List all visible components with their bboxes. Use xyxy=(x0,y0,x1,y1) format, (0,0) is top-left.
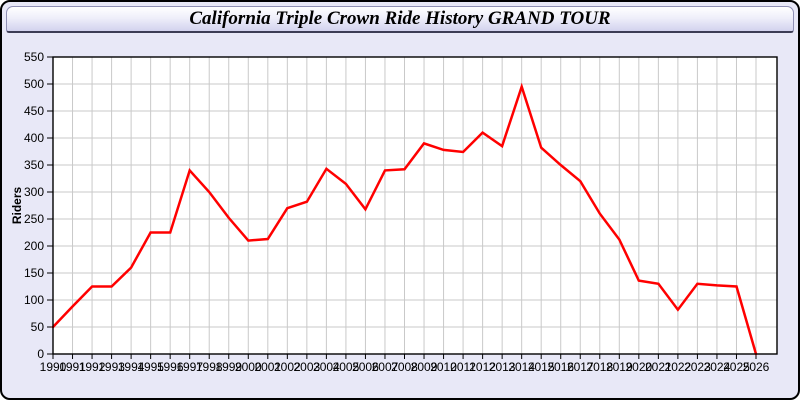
x-tick-label: 2016 xyxy=(547,360,574,374)
chart-title: California Triple Crown Ride History GRA… xyxy=(189,8,611,29)
y-tick-label: 500 xyxy=(24,77,44,91)
x-tick-label: 1995 xyxy=(137,360,164,374)
x-tick-label: 2015 xyxy=(528,360,555,374)
x-tick-label: 2021 xyxy=(645,360,672,374)
y-tick-label: 300 xyxy=(24,185,44,199)
y-tick-label: 350 xyxy=(24,158,44,172)
x-tick-label: 2003 xyxy=(294,360,321,374)
y-tick-label: 0 xyxy=(37,347,44,361)
x-tick-label: 2024 xyxy=(704,360,731,374)
x-tick-label: 2001 xyxy=(254,360,281,374)
y-tick-label: 400 xyxy=(24,131,44,145)
y-axis-title: Riders xyxy=(10,187,24,225)
x-tick-label: 2007 xyxy=(372,360,399,374)
x-tick-label: 2020 xyxy=(625,360,652,374)
x-tick-label: 2005 xyxy=(333,360,360,374)
x-tick-label: 1994 xyxy=(118,360,145,374)
x-tick-label: 2006 xyxy=(352,360,379,374)
grid-lines xyxy=(53,57,777,354)
x-tick-label: 1992 xyxy=(79,360,106,374)
y-tick-label: 550 xyxy=(24,50,44,64)
x-tick-label: 2008 xyxy=(391,360,418,374)
y-tick-label: 450 xyxy=(24,104,44,118)
x-tick-label: 2022 xyxy=(665,360,692,374)
x-tick-label: 2002 xyxy=(274,360,301,374)
x-tick-label: 1993 xyxy=(98,360,125,374)
x-tick-label: 2014 xyxy=(508,360,535,374)
x-tick-label: 1991 xyxy=(59,360,86,374)
y-tick-label: 250 xyxy=(24,212,44,226)
x-tick-label: 2019 xyxy=(606,360,633,374)
x-tick-label: 1990 xyxy=(40,360,67,374)
x-tick-label: 2018 xyxy=(586,360,613,374)
x-tick-label: 2023 xyxy=(684,360,711,374)
x-tick-label: 1999 xyxy=(215,360,242,374)
plot-border xyxy=(52,56,778,355)
y-tick-label: 150 xyxy=(24,266,44,280)
x-tick-label: 2013 xyxy=(489,360,516,374)
plot-background xyxy=(53,57,777,354)
y-tick-label: 50 xyxy=(31,320,45,334)
title-bar: California Triple Crown Ride History GRA… xyxy=(6,6,794,33)
x-tick-label: 2000 xyxy=(235,360,262,374)
x-tick-label: 2026 xyxy=(743,360,770,374)
x-tick-label: 2009 xyxy=(411,360,438,374)
x-tick-label: 2010 xyxy=(430,360,457,374)
x-tick-label: 1998 xyxy=(196,360,223,374)
y-tick-label: 200 xyxy=(24,239,44,253)
axis-ticks xyxy=(47,56,757,359)
y-axis-tick-labels: 0 50 100 150 200 250 300 350 400 450 500 550 xyxy=(24,50,44,361)
x-tick-label: 1996 xyxy=(157,360,184,374)
x-tick-label: 2017 xyxy=(567,360,594,374)
y-tick-label: 100 xyxy=(24,293,44,307)
x-tick-label: 2025 xyxy=(723,360,750,374)
x-axis-tick-labels: 1990199119921993199419951996199719981999… xyxy=(40,360,770,374)
x-tick-label: 1997 xyxy=(176,360,203,374)
riders-line-series xyxy=(51,82,758,356)
x-tick-label: 2011 xyxy=(450,360,476,374)
x-tick-label: 2012 xyxy=(469,360,496,374)
x-tick-label: 2004 xyxy=(313,360,340,374)
